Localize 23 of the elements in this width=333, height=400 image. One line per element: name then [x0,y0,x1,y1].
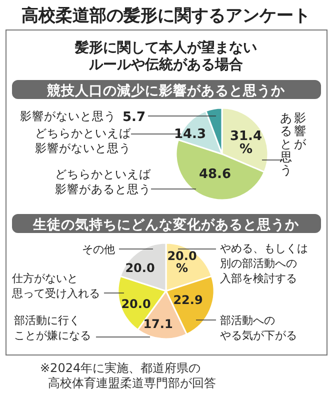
data-label: 5.7 [122,110,146,125]
data-label: 48.6 [198,167,232,182]
slice-label: どちらかといえば影響がないと思う [35,126,132,155]
chart-title: 高校柔道部の髪形に関するアンケート [22,6,310,26]
slice-label: その他 [82,243,115,256]
data-label: 14.3 [174,127,206,142]
data-label: 20.0 [121,297,151,311]
data-label: 22.9 [173,293,203,307]
data-label: 20.0% [167,249,197,275]
chart-title: 生徒の気持ちにどんな変化があると思うか [32,216,300,233]
text: 競技人口の減少に影響があると思うか [46,82,286,99]
slice-label: 影響があると思う [279,111,307,177]
data-label: 31.4% [230,129,262,157]
chart-subtitle: 髪形に関して本人が望まないルールや伝統がある場合 [74,39,257,73]
slice-label: 影響がないと思う [20,109,116,123]
slice-label: 部活動に行くことが嫌になる [14,314,91,342]
slice-label: 仕方がないと思って受け入れる [11,272,100,300]
slice-label: やめる、もしくは別の部活動への入部を検討する [220,242,308,285]
slice-label: 部活動へのやる気が下がる [220,314,297,342]
data-label: 20.0 [125,261,155,275]
slice-label: どちらかといえば影響があると思う [55,167,152,196]
data-label: 17.1 [143,317,173,331]
text: ※2024年に実施、都道府県の高校体育連盟柔道専門部が回答 [40,361,216,390]
